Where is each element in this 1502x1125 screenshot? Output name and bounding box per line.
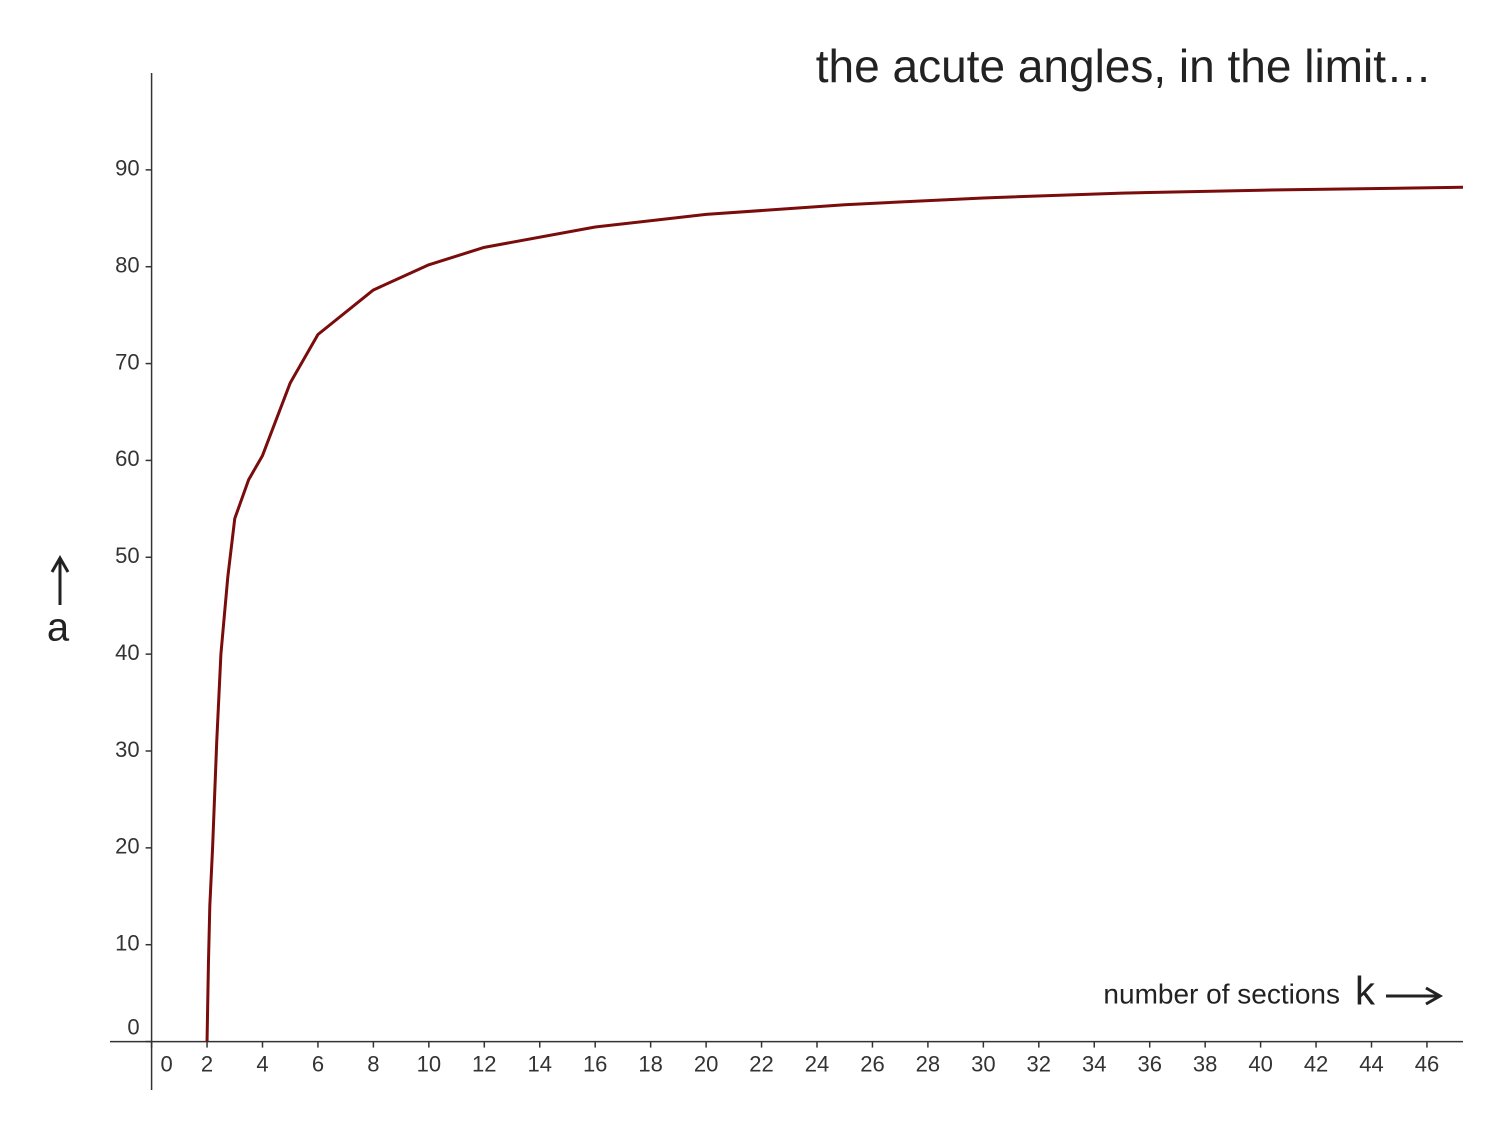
y-tick-label: 30 — [115, 737, 139, 762]
x-tick-label: 12 — [472, 1051, 496, 1076]
x-tick-label: 4 — [256, 1051, 268, 1076]
chart-title: the acute angles, in the limit… — [816, 40, 1432, 92]
x-axis-label: number of sections — [1103, 978, 1340, 1009]
x-tick-label: 28 — [916, 1051, 940, 1076]
x-tick-label: 32 — [1027, 1051, 1051, 1076]
x-tick-label: 0 — [160, 1051, 172, 1076]
x-arrow-head — [1425, 986, 1444, 1006]
y-tick-label: 20 — [115, 834, 139, 859]
y-tick-label: 70 — [115, 349, 139, 374]
x-tick-label: 44 — [1359, 1051, 1383, 1076]
x-tick-label: 6 — [312, 1051, 324, 1076]
y-axis-label: a — [47, 606, 70, 650]
x-tick-label: 42 — [1304, 1051, 1328, 1076]
x-tick-label: 22 — [749, 1051, 773, 1076]
y-tick-label: 60 — [115, 446, 139, 471]
x-tick-label: 10 — [417, 1051, 441, 1076]
y-arrow-head — [50, 554, 70, 573]
x-tick-label: 18 — [638, 1051, 662, 1076]
y-tick-label: 90 — [115, 156, 139, 181]
x-tick-label: 20 — [694, 1051, 718, 1076]
x-tick-label: 36 — [1137, 1051, 1161, 1076]
x-tick-label: 46 — [1415, 1051, 1439, 1076]
x-tick-label: 40 — [1248, 1051, 1272, 1076]
y-tick-label: 0 — [127, 1014, 139, 1039]
x-tick-label: 2 — [201, 1051, 213, 1076]
y-tick-label: 50 — [115, 543, 139, 568]
x-tick-label: 16 — [583, 1051, 607, 1076]
curve — [205, 185, 1464, 1042]
x-tick-label: 30 — [971, 1051, 995, 1076]
x-tick-label: 34 — [1082, 1051, 1106, 1076]
x-tick-label: 26 — [860, 1051, 884, 1076]
x-axis-variable: k — [1355, 970, 1376, 1014]
x-tick-label: 38 — [1193, 1051, 1217, 1076]
x-tick-label: 8 — [367, 1051, 379, 1076]
x-tick-label: 14 — [528, 1051, 552, 1076]
y-tick-label: 80 — [115, 253, 139, 278]
y-tick-label: 10 — [115, 931, 139, 956]
x-tick-label: 24 — [805, 1051, 829, 1076]
y-tick-label: 40 — [115, 640, 139, 665]
